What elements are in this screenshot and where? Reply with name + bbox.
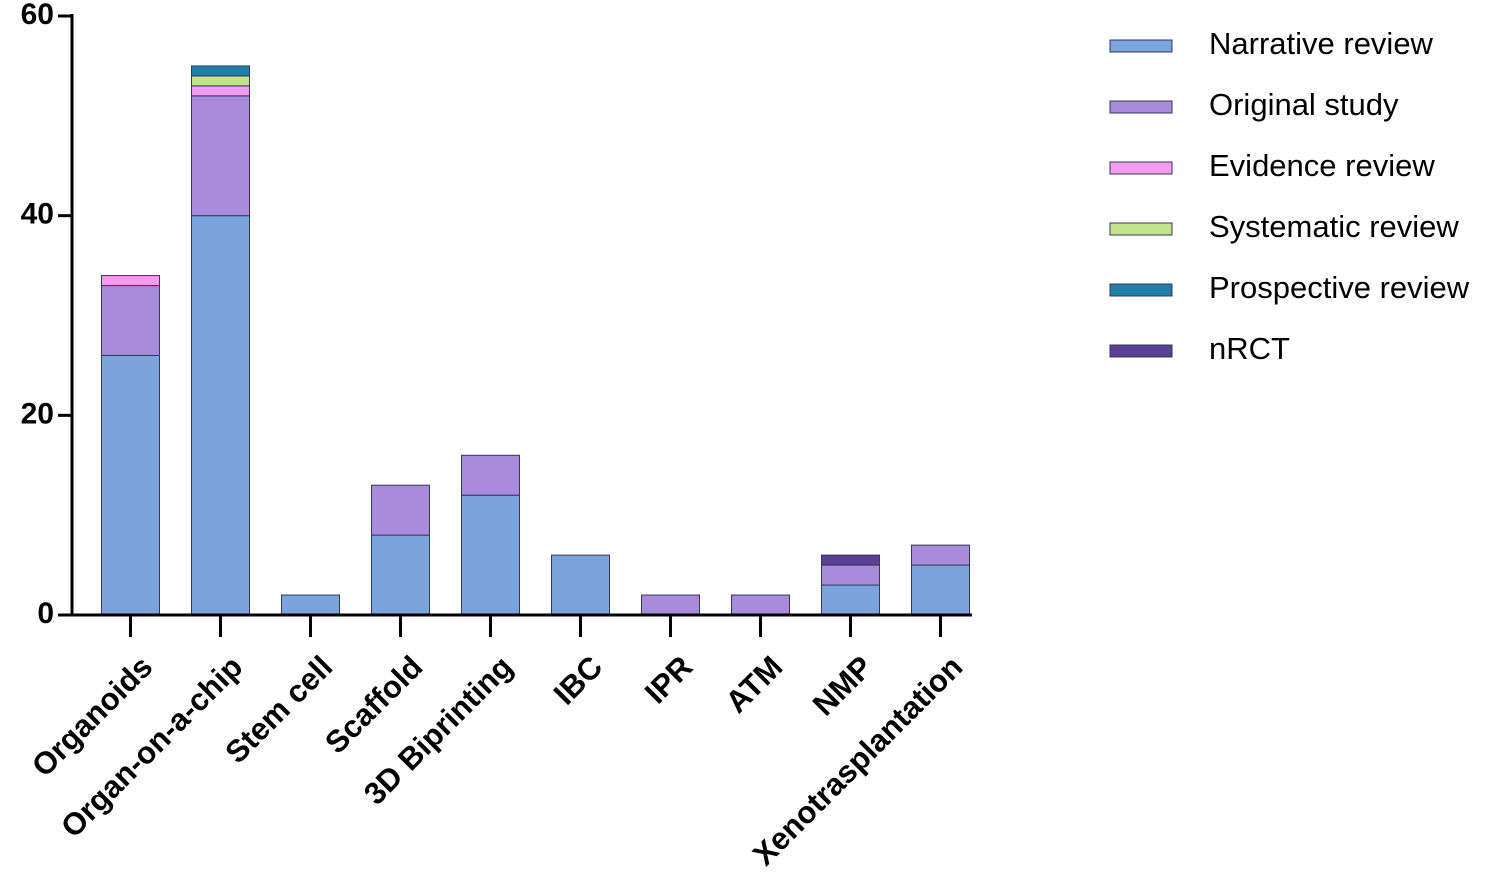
legend-label-nrct: nRCT: [1209, 331, 1290, 366]
bar-segment-nmp-original-study: [821, 564, 880, 586]
bar-segment-organoids-evidence-review: [101, 275, 160, 287]
legend-label-evidence-review: Evidence review: [1209, 148, 1435, 183]
legend-label-narrative-review: Narrative review: [1209, 26, 1434, 61]
bar-segment-organoids-original-study: [101, 285, 160, 356]
bar-segment-3d-biprinting-narrative-review: [461, 494, 520, 616]
bar-segment-ipr-original-study: [641, 594, 700, 616]
legend-swatch-systematic-review: [1109, 222, 1173, 236]
legend-swatch-prospective-review: [1109, 283, 1173, 297]
y-tick-label: 60: [21, 0, 54, 31]
bar-segment-xenotrasplantation-narrative-review: [911, 564, 970, 616]
bars-layer: [101, 65, 970, 616]
legend-label-original-study: Original study: [1209, 87, 1399, 122]
legend-label-systematic-review: Systematic review: [1209, 209, 1459, 244]
bar-segment-nmp-nrct: [821, 554, 880, 566]
legend-swatch-evidence-review: [1109, 161, 1173, 175]
bar-segment-nmp-narrative-review: [821, 584, 880, 616]
x-tick-label-atm: ATM: [719, 649, 790, 720]
bar-segment-scaffold-narrative-review: [371, 534, 430, 616]
bar-segment-scaffold-original-study: [371, 484, 430, 536]
y-axis-ticks: 0 20 40 60: [21, 0, 72, 630]
bar-segment-organ-on-a-chip-systematic-review: [191, 75, 250, 87]
legend-swatch-nrct: [1109, 344, 1173, 358]
x-tick-label-nmp: NMP: [806, 649, 879, 722]
bar-segment-organ-on-a-chip-evidence-review: [191, 85, 250, 97]
bar-segment-organoids-narrative-review: [101, 354, 160, 616]
bar-segment-3d-biprinting-original-study: [461, 454, 520, 496]
x-tick-label-ibc: IBC: [547, 649, 610, 712]
y-tick-label: 0: [37, 597, 54, 630]
y-tick-label: 20: [21, 397, 54, 430]
legend-swatch-original-study: [1109, 100, 1173, 114]
legend-swatch-narrative-review: [1109, 39, 1173, 53]
bar-segment-organ-on-a-chip-prospective-review: [191, 65, 250, 77]
bar-segment-organ-on-a-chip-narrative-review: [191, 215, 250, 616]
x-tick-label-ipr: IPR: [638, 649, 699, 710]
bar-segment-xenotrasplantation-original-study: [911, 544, 970, 566]
bar-segment-stem-cell-narrative-review: [281, 594, 340, 616]
y-tick-label: 40: [21, 198, 54, 231]
bar-segment-atm-original-study: [731, 594, 790, 616]
legend: Narrative review Original study Evidence r…: [1109, 26, 1470, 366]
bar-segment-ibc-narrative-review: [551, 554, 610, 616]
legend-label-prospective-review: Prospective review: [1209, 270, 1470, 305]
bar-segment-organ-on-a-chip-original-study: [191, 95, 250, 217]
